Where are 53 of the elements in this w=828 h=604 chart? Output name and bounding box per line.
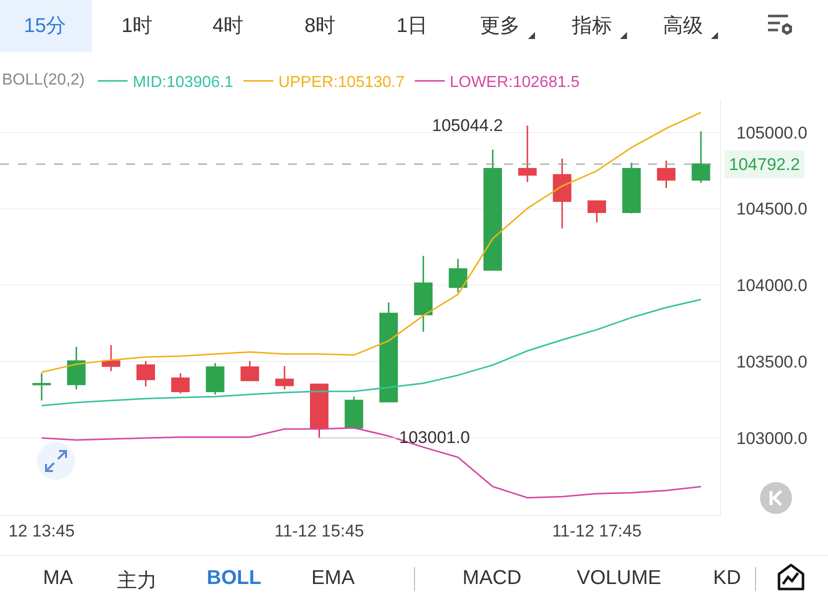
text: 1时 [121,14,153,39]
text: MACD [462,567,522,590]
annotation: 103001.0 [399,428,470,447]
text: 更多 [480,14,520,39]
x-tick-label: 12 13:45 [8,521,75,540]
candlestick [275,365,294,390]
text: KD [713,567,741,590]
candlestick [692,130,710,184]
legend-label: UPPER:105130.7 [278,74,405,92]
y-tick-label: 103500.0 [736,352,808,372]
line-series [40,427,702,498]
x-tick-label: 11-12 17:45 [552,521,642,540]
text: 15分 [24,14,66,39]
text: BOLL [206,567,262,590]
candlestick [32,372,51,402]
candlestick [379,302,398,402]
y-tick-label: 104500.0 [736,200,808,219]
text: 指标 [572,14,612,39]
legend-title: BOLL(20,2) [2,72,85,89]
annotation: 105044.2 [432,116,503,135]
candlestick [136,360,155,388]
text: EMA [311,567,355,590]
legend-label: LOWER:102681.5 [450,74,580,92]
candlestick [67,346,86,390]
candlestick [310,384,328,439]
line-series [40,112,702,374]
text: 高级 [663,14,703,39]
candlestick [102,344,120,372]
text: 主力 [117,569,157,594]
candlestick [448,258,468,293]
text: VOLUME [576,567,662,590]
candlestick [414,255,433,333]
candlestick [240,360,260,382]
candlestick [206,362,224,396]
candlestick [483,148,502,271]
candlestick [588,200,606,224]
candlestick [344,396,364,429]
candlestick [622,162,641,214]
text: MA [43,567,73,590]
y-tick-label: 105000.0 [736,123,808,142]
x-tick-label: 11-12 15:45 [274,521,364,540]
legend-label: MID:103906.1 [132,74,234,92]
ref-line-label: 104792.2 [729,155,800,174]
candlestick [171,372,190,394]
text: 8时 [304,14,336,39]
candlestick [552,158,572,230]
y-tick-label: 103000.0 [736,428,808,448]
line-series [40,298,702,406]
text: 4时 [212,14,244,39]
candlestick [656,160,676,189]
candlestick [518,124,537,183]
text: 1日 [396,14,428,39]
y-tick-label: 104000.0 [736,276,808,296]
